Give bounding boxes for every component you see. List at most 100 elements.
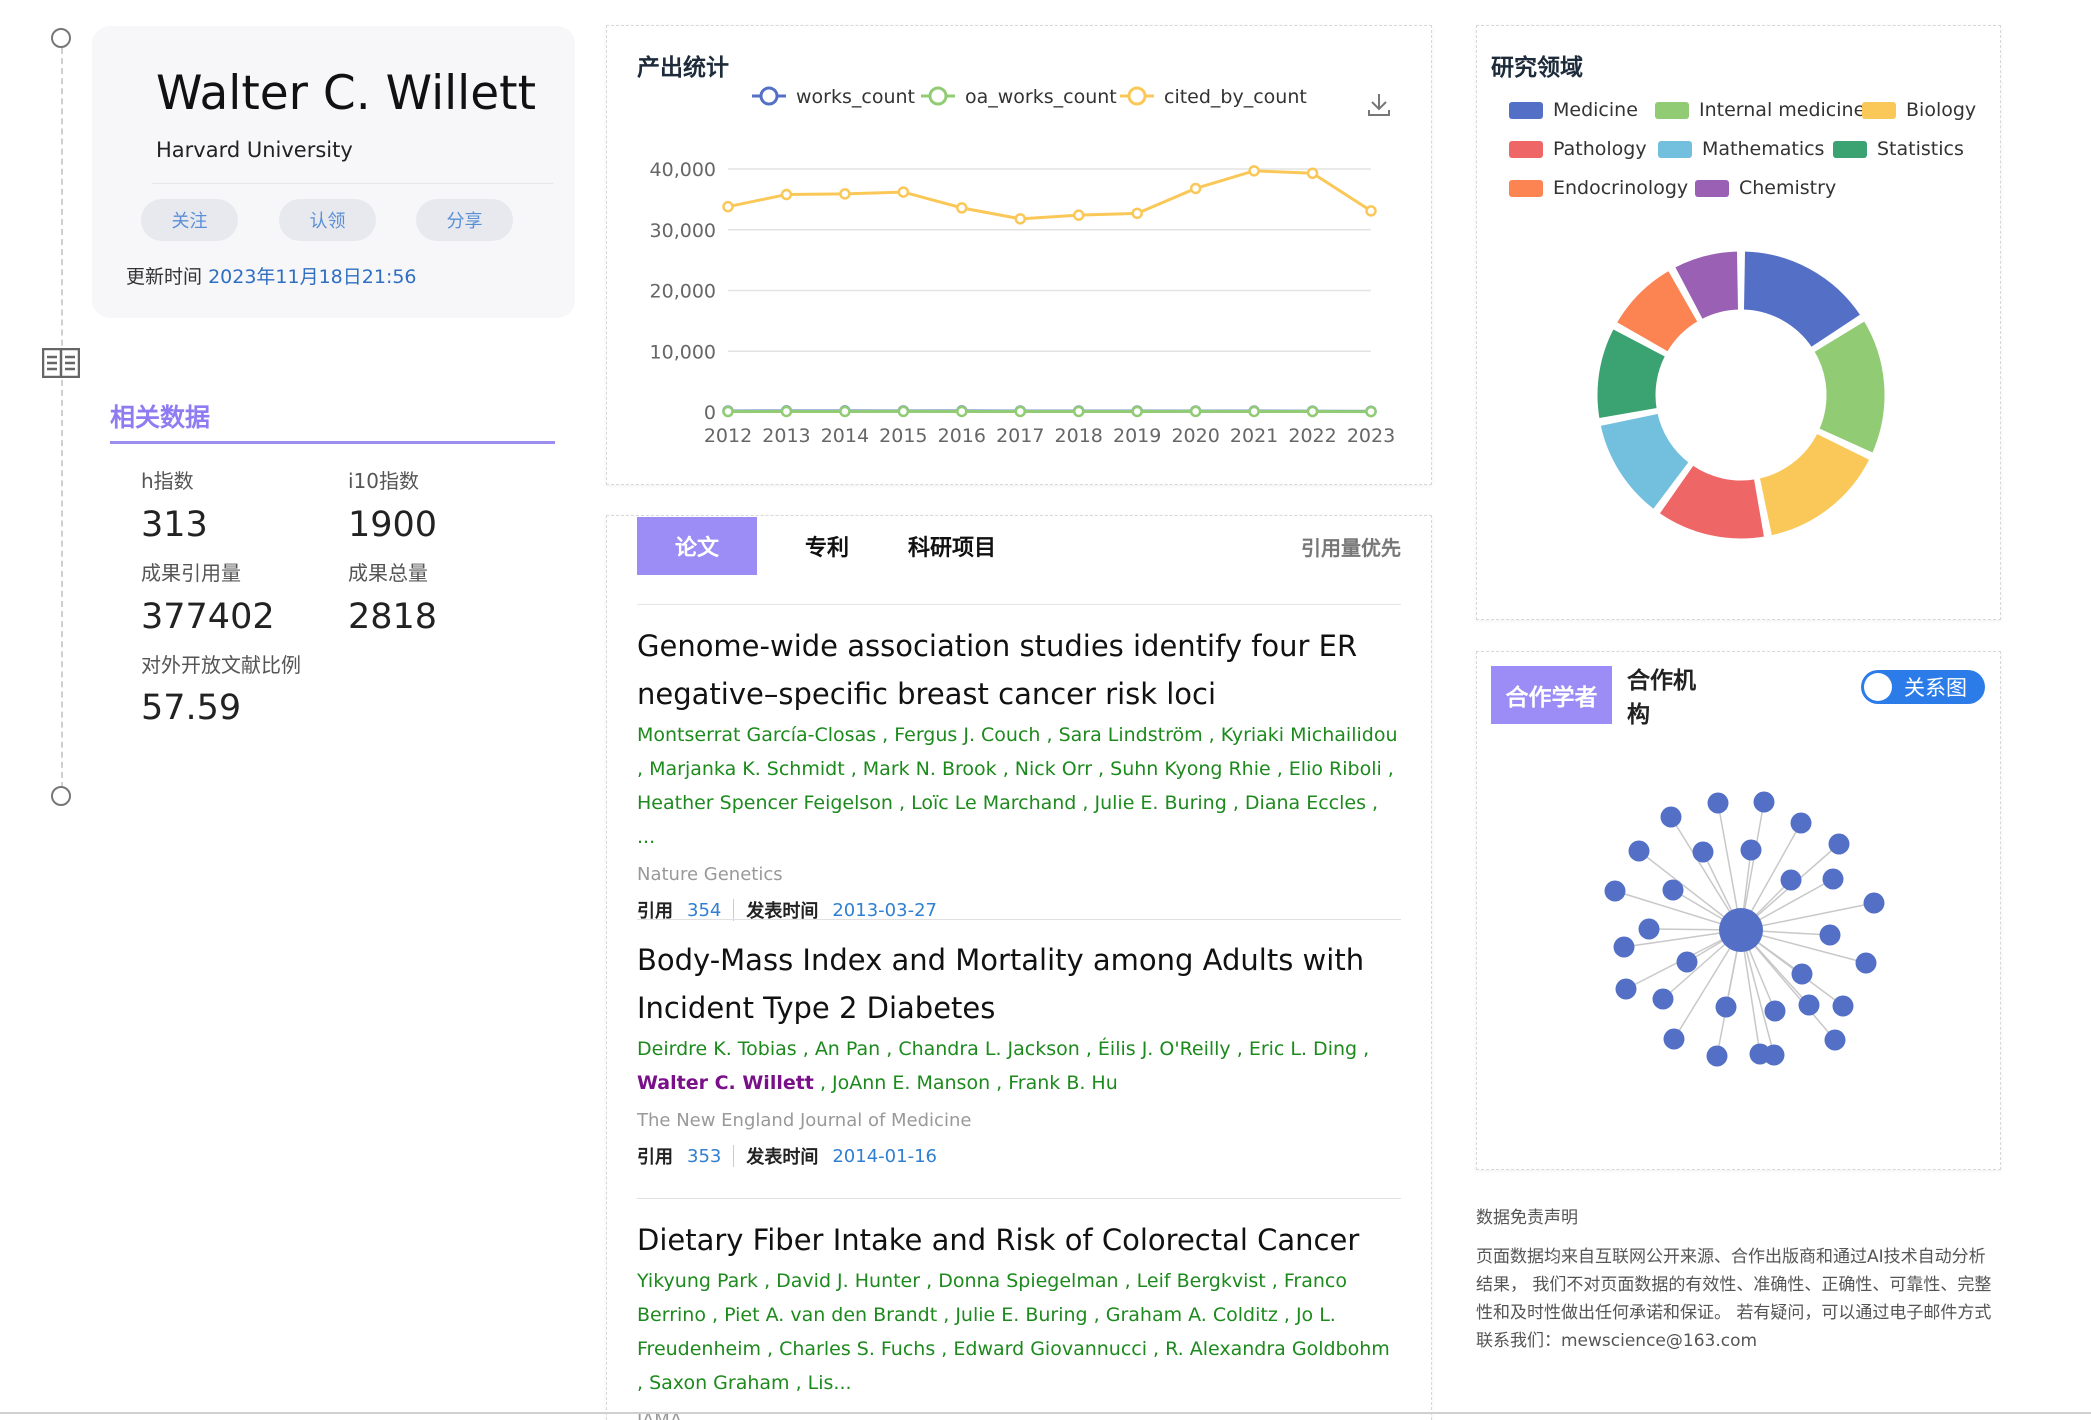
author-link[interactable]: Diana Eccles — [1244, 792, 1366, 814]
coauthor-node[interactable] — [1855, 952, 1877, 974]
data-point-cited_by_count[interactable] — [1248, 165, 1260, 177]
author-link[interactable]: Leif Bergkvist — [1136, 1270, 1266, 1292]
author-link[interactable]: Montserrat García-Closas — [637, 724, 877, 746]
donut-slice-biology[interactable] — [1756, 430, 1873, 539]
data-point-oa_works_count[interactable] — [839, 405, 851, 418]
coauthor-node[interactable] — [1604, 880, 1626, 902]
paper-title[interactable]: Dietary Fiber Intake and Risk of Colorec… — [637, 1223, 1360, 1257]
coauthor-node[interactable] — [1740, 839, 1762, 861]
author-link[interactable]: Graham A. Colditz — [1105, 1304, 1278, 1326]
coauthor-node[interactable] — [1613, 936, 1635, 958]
donut-slice-statistics[interactable] — [1594, 325, 1669, 422]
share-button[interactable]: 分享 — [416, 199, 513, 241]
data-point-cited_by_count[interactable] — [780, 188, 793, 201]
coauthor-node[interactable] — [1863, 892, 1885, 914]
author-link[interactable]: Piet A. van den Brandt — [724, 1304, 938, 1326]
legend-item[interactable]: Pathology — [1509, 138, 1647, 160]
author-link[interactable]: Fergus J. Couch — [894, 724, 1041, 746]
data-point-oa_works_count[interactable] — [956, 405, 968, 418]
book-icon[interactable] — [41, 347, 81, 379]
author-link[interactable]: Loïc Le Marchand — [911, 792, 1077, 814]
author-link[interactable]: JoAnn E. Manson — [832, 1072, 991, 1094]
tab-projects[interactable]: 科研项目 — [907, 536, 996, 561]
author-link[interactable]: Sara Lindström — [1058, 724, 1203, 746]
collaboration-graph[interactable] — [1477, 652, 2002, 1171]
coauthor-node[interactable] — [1780, 869, 1802, 891]
authors-more[interactable]: ... — [637, 826, 656, 848]
coauthor-node[interactable] — [1662, 879, 1684, 901]
data-point-cited_by_count[interactable] — [1189, 182, 1202, 195]
coauthor-node[interactable] — [1753, 791, 1775, 813]
tab-coauthors[interactable]: 合作学者 — [1491, 666, 1612, 724]
data-point-oa_works_count[interactable] — [1072, 405, 1085, 418]
author-institution[interactable]: Harvard University — [156, 138, 353, 162]
author-link[interactable]: David J. Hunter — [776, 1270, 921, 1292]
coauthor-node[interactable] — [1819, 924, 1841, 946]
data-point-oa_works_count[interactable] — [1131, 405, 1143, 418]
coauthor-node[interactable] — [1798, 994, 1820, 1016]
author-link[interactable]: Eric L. Ding — [1248, 1038, 1358, 1060]
donut-slice-chemistry[interactable] — [1671, 248, 1742, 323]
author-link[interactable]: Donna Spiegelman — [938, 1270, 1119, 1292]
coauthor-node[interactable] — [1828, 833, 1850, 855]
legend-item[interactable]: Endocrinology — [1509, 177, 1688, 199]
authors-more[interactable]: Lis... — [807, 1372, 852, 1394]
data-point-cited_by_count[interactable] — [956, 202, 968, 214]
author-link[interactable]: Julie E. Buring — [955, 1304, 1088, 1326]
author-link[interactable]: Deirdre K. Tobias — [637, 1038, 797, 1060]
data-point-cited_by_count[interactable] — [1072, 209, 1085, 221]
sort-by-citations[interactable]: 引用量优先 — [1301, 535, 1401, 560]
donut-slice-mathematics[interactable] — [1597, 410, 1692, 513]
legend-item[interactable]: Mathematics — [1658, 138, 1824, 160]
author-link[interactable]: Elio Riboli — [1288, 758, 1382, 780]
data-point-cited_by_count[interactable] — [1306, 167, 1319, 180]
coauthor-node[interactable] — [1715, 996, 1737, 1018]
download-icon[interactable] — [1365, 90, 1393, 118]
coauthor-node[interactable] — [1615, 978, 1637, 1000]
claim-button[interactable]: 认领 — [279, 199, 376, 241]
data-point-oa_works_count[interactable] — [1306, 405, 1319, 418]
donut-slice-pathology[interactable] — [1656, 462, 1768, 542]
legend-item[interactable]: Biology — [1862, 99, 1976, 121]
author-link[interactable]: Frank B. Hu — [1008, 1072, 1118, 1094]
data-point-oa_works_count[interactable] — [1248, 405, 1260, 418]
coauthor-node[interactable] — [1822, 868, 1844, 890]
author-link[interactable]: Charles S. Fuchs — [779, 1338, 936, 1360]
coauthor-node[interactable] — [1790, 812, 1812, 834]
coauthor-node[interactable] — [1763, 1044, 1785, 1066]
author-link[interactable]: Marjanka K. Schmidt — [649, 758, 845, 780]
donut-slice-endocrinology[interactable] — [1613, 267, 1701, 355]
legend-item[interactable]: Chemistry — [1695, 177, 1836, 199]
data-point-cited_by_count[interactable] — [839, 188, 851, 200]
author-link[interactable]: Jo L. Freudenheim — [637, 1304, 1336, 1360]
coauthor-node[interactable] — [1791, 963, 1813, 985]
donut-slice-internal-medicine[interactable] — [1811, 317, 1888, 456]
coauthor-node[interactable] — [1692, 841, 1714, 863]
data-point-oa_works_count[interactable] — [1365, 405, 1377, 418]
author-link[interactable]: Éilis J. O'Reilly — [1097, 1038, 1231, 1060]
coauthor-node[interactable] — [1660, 806, 1682, 828]
data-point-cited_by_count[interactable] — [1365, 205, 1377, 217]
follow-button[interactable]: 关注 — [141, 199, 238, 241]
author-link[interactable]: Suhn Kyong Rhie — [1110, 758, 1271, 780]
author-link[interactable]: R. Alexandra Goldbohm — [1165, 1338, 1390, 1360]
data-point-cited_by_count[interactable] — [1014, 213, 1027, 225]
legend-item-oa_works_count[interactable]: oa_works_count — [921, 86, 1117, 108]
data-point-oa_works_count[interactable] — [1014, 405, 1027, 418]
legend-item[interactable]: Statistics — [1833, 138, 1964, 160]
data-point-oa_works_count[interactable] — [722, 405, 734, 418]
legend-item-cited_by_count[interactable]: cited_by_count — [1120, 86, 1307, 108]
data-point-oa_works_count[interactable] — [897, 405, 910, 418]
author-hub-node[interactable] — [1719, 908, 1763, 952]
coauthor-node[interactable] — [1663, 1028, 1685, 1050]
author-link[interactable]: Yikyung Park — [637, 1270, 759, 1292]
author-link[interactable]: Walter C. Willett — [637, 1072, 814, 1094]
coauthor-node[interactable] — [1707, 792, 1729, 814]
donut-slice-medicine[interactable] — [1740, 248, 1864, 351]
author-link[interactable]: Kyriaki Michailidou — [1220, 724, 1398, 746]
coauthor-node[interactable] — [1652, 988, 1674, 1010]
coauthor-node[interactable] — [1628, 840, 1650, 862]
data-point-oa_works_count[interactable] — [780, 405, 793, 418]
legend-item[interactable]: Medicine — [1509, 99, 1638, 121]
author-link[interactable]: Heather Spencer Feigelson — [637, 792, 893, 814]
